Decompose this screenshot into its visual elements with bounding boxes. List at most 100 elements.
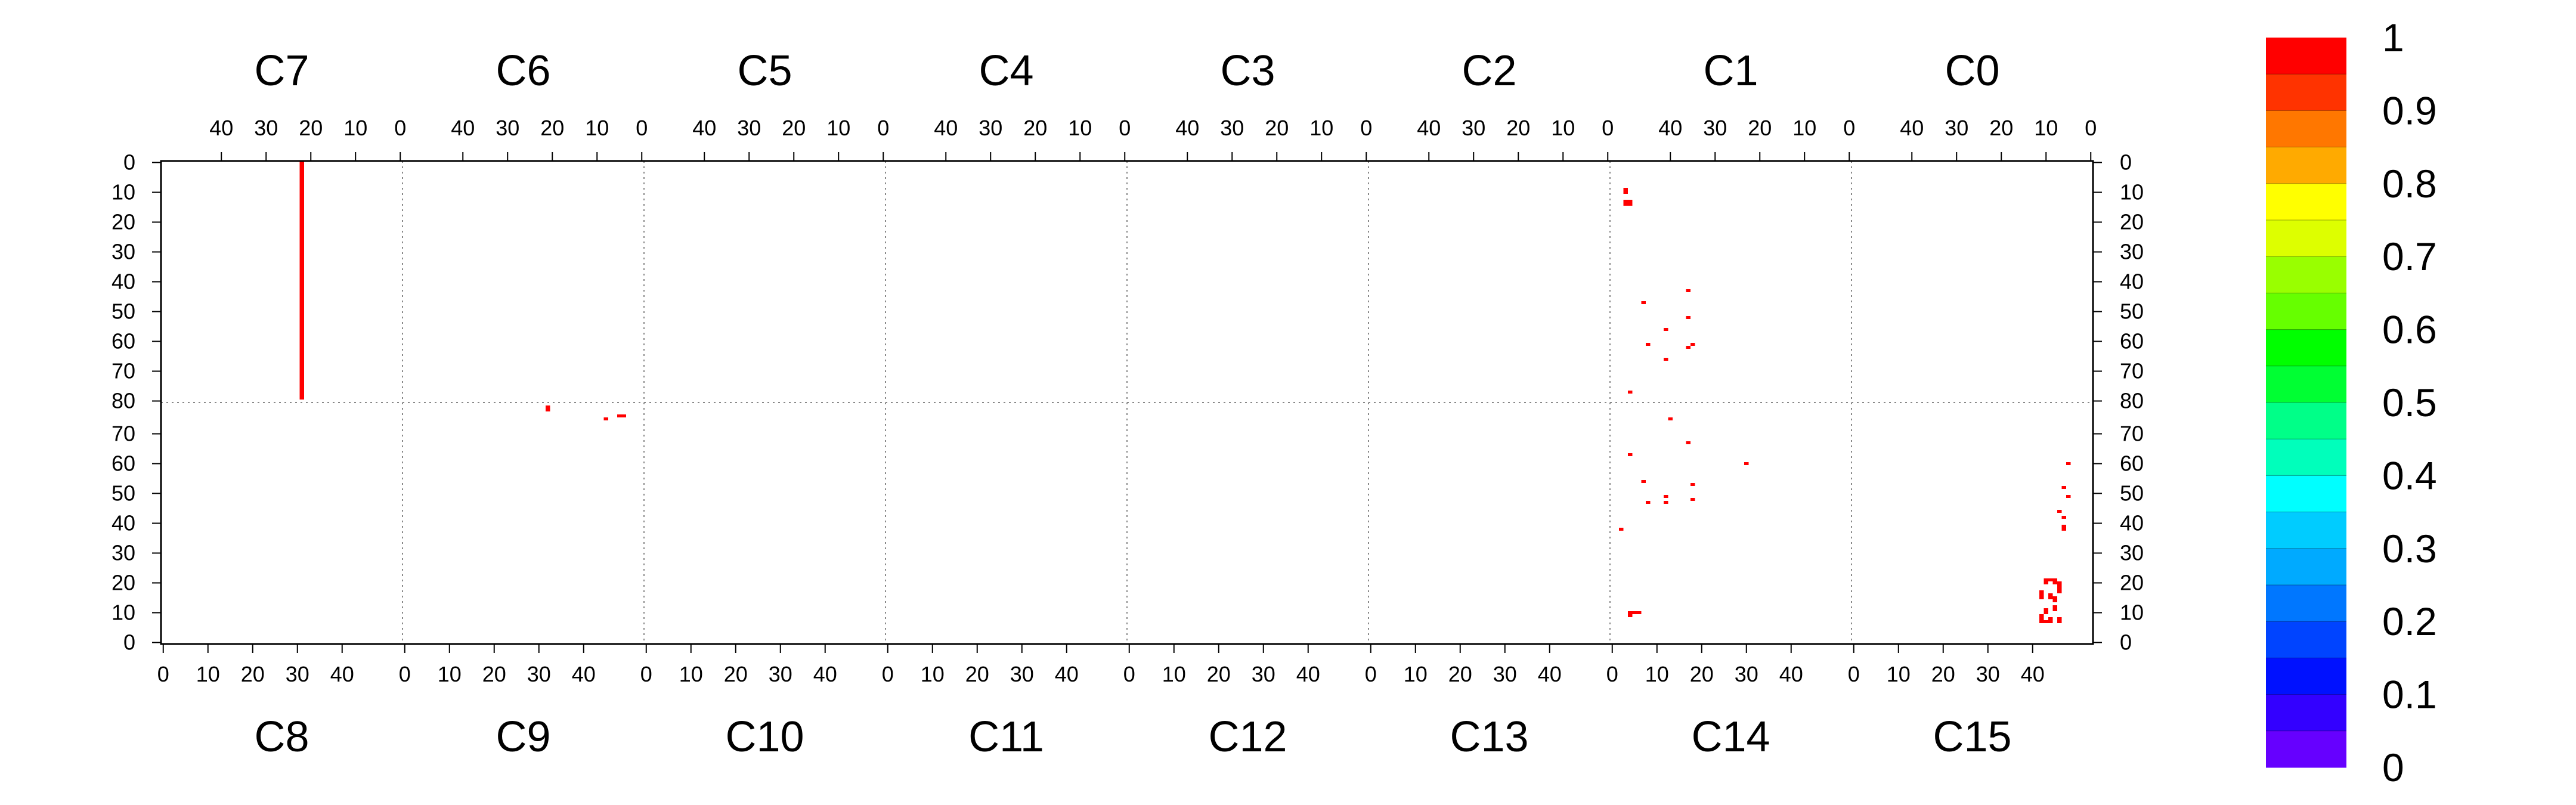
top-x-tick-label: 10: [2034, 116, 2058, 140]
bottom-x-tick-label: 30: [1010, 662, 1034, 686]
top-x-tick-label: 20: [1989, 116, 2013, 140]
top-x-tick-label: 40: [934, 116, 958, 140]
y-tick-label: 50: [2120, 299, 2144, 324]
y-tick-label: 10: [112, 600, 135, 625]
heatmap-cell-c15: [2061, 516, 2066, 519]
heatmap-cell-c1: [1664, 328, 1668, 331]
heatmap-cell-c15: [2052, 596, 2057, 602]
colorbar-segment: [2266, 694, 2346, 732]
top-x-tick-label: 0: [2085, 116, 2097, 140]
heatmap-cell-c15: [2048, 593, 2053, 599]
top-x-tick-label: 40: [209, 116, 233, 140]
y-tick-label: 20: [112, 571, 135, 595]
top-x-tick-label: 0: [877, 116, 889, 140]
chip-label-c4: C4: [979, 47, 1033, 95]
bottom-x-tick-label: 40: [2021, 662, 2045, 686]
top-x-tick-label: 0: [1602, 116, 1614, 140]
colorbar-tick-label: 1: [2382, 16, 2404, 60]
top-x-tick-label: 30: [254, 116, 278, 140]
top-x-tick-label: 0: [1360, 116, 1372, 140]
bottom-x-tick-label: 0: [157, 662, 169, 686]
bottom-x-tick-label: 20: [1207, 662, 1231, 686]
heatmap-cell-c9: [603, 417, 608, 420]
colorbar-tick-label: 0.2: [2382, 599, 2437, 643]
top-x-tick-label: 40: [1900, 116, 1924, 140]
colorbar-segment: [2266, 110, 2346, 148]
top-x-tick-label: 10: [585, 116, 609, 140]
bottom-x-tick-label: 0: [399, 662, 411, 686]
heatmap-cell-c14: [1686, 441, 1690, 444]
top-x-tick-label: 40: [1417, 116, 1441, 140]
y-tick-label: 80: [112, 389, 135, 413]
y-tick-label: 40: [112, 511, 135, 535]
axis-ticks: 40 30 20 10 0 0 10 20 30 40 40 30 20 10 0 0 10 20 30 40 40 30…: [112, 116, 2144, 686]
grid-lines: [161, 161, 2093, 644]
colorbar-tick-label: 0.6: [2382, 308, 2437, 352]
colorbar-segment: [2266, 621, 2346, 658]
top-x-tick-label: 20: [1265, 116, 1289, 140]
heatmap-cells: [299, 161, 2071, 623]
bottom-x-tick-label: 10: [1404, 662, 1428, 686]
chip-label-c12: C12: [1208, 713, 1287, 761]
colorbar-segment: [2266, 256, 2346, 293]
colorbar-tick-label: 0.8: [2382, 162, 2437, 206]
y-tick-label: 30: [2120, 541, 2144, 565]
y-tick-label: 10: [2120, 180, 2144, 205]
chip-label-c10: C10: [725, 713, 804, 761]
heatmap-cell-c1: [1686, 346, 1690, 349]
heatmap-cell-c7: [299, 161, 304, 400]
plot-frame: [160, 160, 2094, 645]
heatmap-cell-c9: [621, 414, 626, 417]
heatmap-cell-c15: [2066, 462, 2071, 465]
top-x-tick-label: 10: [1309, 116, 1333, 140]
y-tick-label: 50: [112, 481, 135, 506]
bottom-chip-labels: C8 C9 C10 C11 C12 C13 C14 C15: [254, 713, 2011, 761]
heatmap-cell-c15: [2057, 510, 2062, 513]
colorbar-segment: [2266, 475, 2346, 513]
heatmap-cell-c15: [2048, 578, 2053, 581]
bottom-x-tick-label: 40: [1296, 662, 1320, 686]
top-x-tick-label: 20: [540, 116, 564, 140]
bottom-x-tick-label: 10: [1645, 662, 1669, 686]
heatmap-cell-c15: [2052, 605, 2057, 611]
top-x-tick-label: 0: [1119, 116, 1131, 140]
bottom-x-tick-label: 40: [572, 662, 596, 686]
heatmap-cell-c15: [2061, 486, 2066, 489]
bottom-x-tick-label: 20: [241, 662, 265, 686]
top-x-tick-label: 0: [394, 116, 406, 140]
bottom-x-tick-label: 30: [1493, 662, 1517, 686]
heatmap-cell-c15: [2048, 617, 2053, 623]
heatmap-cell-c1: [1686, 316, 1690, 319]
top-x-tick-label: 30: [979, 116, 1002, 140]
y-tick-label: 50: [2120, 481, 2144, 506]
bottom-x-tick-label: 0: [1848, 662, 1860, 686]
heatmap-cell-c15: [2052, 578, 2057, 584]
top-x-tick-label: 30: [737, 116, 761, 140]
top-x-tick-label: 30: [1703, 116, 1727, 140]
chip-label-c2: C2: [1462, 47, 1516, 95]
bottom-x-tick-label: 30: [286, 662, 309, 686]
chip-label-c13: C13: [1450, 713, 1528, 761]
colorbar-segment: [2266, 183, 2346, 221]
heatmap-cell-c15: [2044, 578, 2048, 584]
bottom-x-tick-label: 30: [1735, 662, 1758, 686]
heatmap-cell-c14: [1637, 611, 1642, 614]
heatmap-cell-c14: [1628, 614, 1633, 617]
y-tick-label: 10: [2120, 600, 2144, 625]
bottom-x-tick-label: 30: [527, 662, 551, 686]
chip-label-c14: C14: [1691, 713, 1770, 761]
colorbar-segment: [2266, 658, 2346, 695]
top-chip-labels: C7 C6 C5 C4 C3 C2 C1 C0: [254, 47, 1999, 95]
y-tick-label: 20: [2120, 210, 2144, 234]
chip-label-c6: C6: [496, 47, 550, 95]
top-x-tick-label: 10: [343, 116, 367, 140]
chip-label-c8: C8: [254, 713, 309, 761]
colorbar-segment: [2266, 329, 2346, 367]
heatmap-cell-c15: [2057, 581, 2062, 593]
y-tick-label: 70: [2120, 422, 2144, 446]
bottom-x-tick-label: 20: [965, 662, 989, 686]
y-tick-label: 40: [2120, 511, 2144, 535]
y-tick-label: 70: [112, 359, 135, 383]
y-tick-label: 40: [112, 270, 135, 294]
